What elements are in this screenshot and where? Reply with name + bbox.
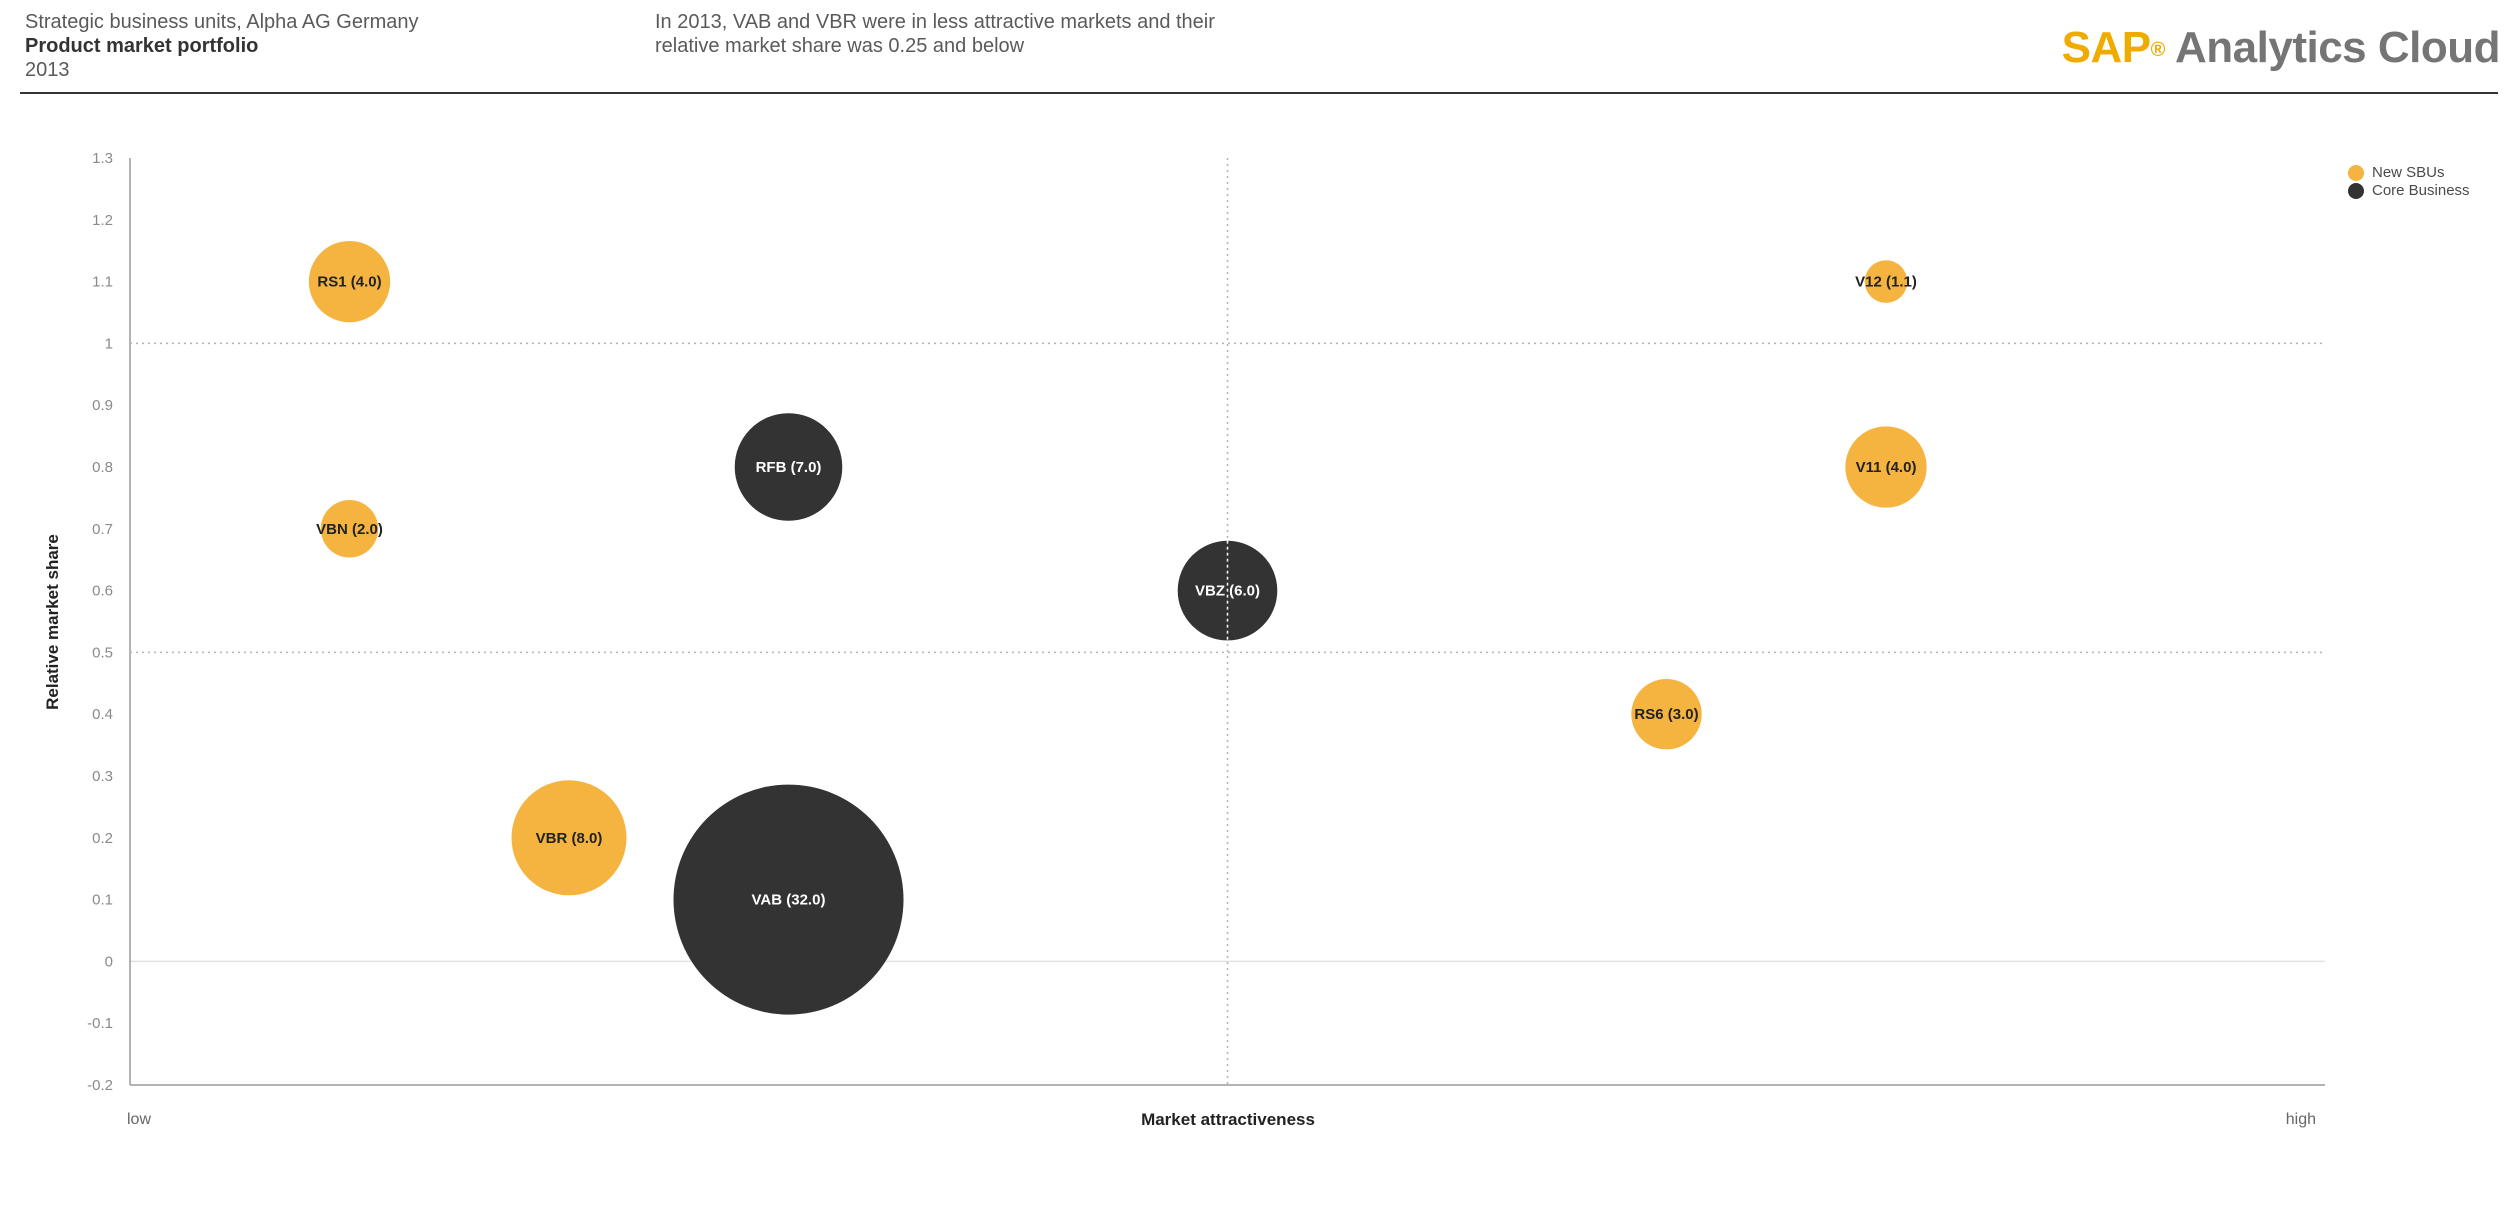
- y-tick-label: 0.9: [92, 397, 113, 414]
- header-subtitle: Strategic business units, Alpha AG Germa…: [25, 11, 419, 33]
- y-tick-label: 0.3: [92, 768, 113, 785]
- y-tick-label: 1.3: [92, 150, 113, 167]
- y-tick-label: -0.1: [87, 1015, 113, 1032]
- y-tick-label: 0.8: [92, 459, 113, 476]
- data-label-rfb: RFB (7.0): [756, 459, 822, 476]
- y-tick-label: 1.1: [92, 274, 113, 291]
- data-label-rs1: RS1 (4.0): [317, 274, 381, 291]
- x-axis-title: Market attractiveness: [1141, 1110, 1315, 1129]
- logo-brand: SAP: [2061, 23, 2151, 72]
- bubble-rs1[interactable]: [308, 240, 391, 323]
- y-tick-label: 1.2: [92, 212, 113, 229]
- bubble-vbr[interactable]: [511, 780, 627, 896]
- bubble-v11[interactable]: [1845, 426, 1927, 508]
- data-label-vbz: VBZ (6.0): [1195, 583, 1260, 600]
- y-tick-label: 0.2: [92, 830, 113, 847]
- sap-analytics-cloud-logo: SAP® Analytics Cloud: [2061, 22, 2501, 74]
- y-tick-label: -0.2: [87, 1077, 113, 1094]
- data-label-vab: VAB (32.0): [752, 892, 826, 909]
- bubble-v12[interactable]: [1864, 260, 1908, 303]
- data-label-rs6: RS6 (3.0): [1634, 706, 1698, 723]
- bubble-vab[interactable]: [673, 784, 904, 1015]
- header-comment: In 2013, VAB and VBR were in less attrac…: [655, 11, 1215, 57]
- legend-swatch-new-sbus: [2348, 165, 2364, 181]
- chart-reference-lines: [130, 158, 2325, 1085]
- y-tick-label: 0.5: [92, 644, 113, 661]
- story-header: Strategic business units, Alpha AG Germa…: [0, 0, 2520, 96]
- y-axis-title: Relative market share: [43, 534, 62, 710]
- data-label-v11: V11 (4.0): [1856, 459, 1917, 476]
- legend-item-core-business[interactable]: Core Business: [2348, 182, 2470, 200]
- data-label-vbn: VBN (2.0): [316, 521, 383, 538]
- page-title: Product market portfolio: [25, 35, 259, 57]
- bubble-rfb[interactable]: [734, 413, 843, 521]
- bubble-rs6[interactable]: [1631, 678, 1702, 750]
- y-tick-label: 0.4: [92, 706, 113, 723]
- y-tick-label: 1: [105, 335, 113, 352]
- y-tick-label: 0.7: [92, 521, 113, 538]
- header-year: 2013: [25, 59, 70, 81]
- x-tick-label-high: high: [2286, 1111, 2316, 1128]
- header-title-block: Strategic business units, Alpha AG Germa…: [25, 10, 419, 82]
- chart-legend: New SBUs Core Business: [2348, 164, 2470, 200]
- chart-bubbles: [308, 240, 1927, 1015]
- y-tick-label: 0: [105, 953, 113, 970]
- bubble-vbn[interactable]: [320, 500, 379, 558]
- legend-label-new-sbus: New SBUs: [2372, 164, 2445, 181]
- legend-label-core-business: Core Business: [2372, 182, 2470, 199]
- header-divider: [20, 92, 2498, 94]
- chart-axes: 1.3 1.2 1.1 1 0.9 0.8 0.7 0.6 0.5 0.4 0.3 0.2 0.1 0 -0…: [87, 150, 2325, 1094]
- y-tick-label: 0.1: [92, 892, 113, 909]
- chart-bubble-labels: RS1 (4.0) VBN (2.0) VBR (8.0) V12 (1.1) V11 …: [316, 274, 1917, 909]
- legend-item-new-sbus[interactable]: New SBUs: [2348, 164, 2470, 182]
- x-tick-label-low: low: [127, 1111, 151, 1128]
- legend-swatch-core-business: [2348, 183, 2364, 199]
- y-tick-label: 0.6: [92, 583, 113, 600]
- logo-registered-mark: ®: [2150, 39, 2166, 61]
- data-label-vbr: VBR (8.0): [536, 830, 603, 847]
- data-label-v12: V12 (1.1): [1855, 274, 1917, 291]
- logo-product: Analytics Cloud: [2175, 23, 2501, 72]
